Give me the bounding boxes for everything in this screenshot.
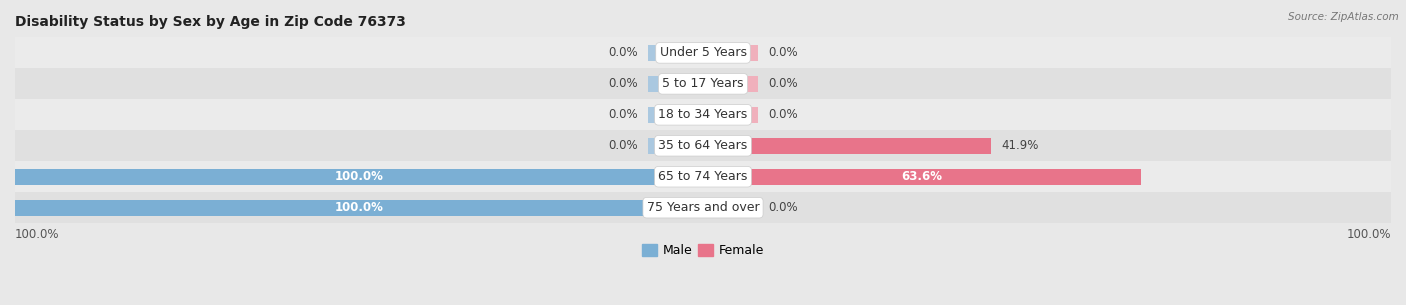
Text: 41.9%: 41.9% <box>1001 139 1039 152</box>
Bar <box>703 76 758 92</box>
Text: 0.0%: 0.0% <box>607 46 638 59</box>
Text: Source: ZipAtlas.com: Source: ZipAtlas.com <box>1288 12 1399 22</box>
Bar <box>15 192 1391 223</box>
Bar <box>15 161 1391 192</box>
Bar <box>15 99 1391 130</box>
Bar <box>648 45 703 61</box>
Bar <box>703 45 758 61</box>
Text: 18 to 34 Years: 18 to 34 Years <box>658 108 748 121</box>
Text: Disability Status by Sex by Age in Zip Code 76373: Disability Status by Sex by Age in Zip C… <box>15 15 406 29</box>
Bar <box>15 38 1391 68</box>
Bar <box>15 200 703 216</box>
Text: 0.0%: 0.0% <box>768 77 799 90</box>
Text: 0.0%: 0.0% <box>607 108 638 121</box>
Text: 65 to 74 Years: 65 to 74 Years <box>658 170 748 183</box>
Bar <box>703 169 1140 185</box>
Text: 0.0%: 0.0% <box>607 139 638 152</box>
Text: 75 Years and over: 75 Years and over <box>647 201 759 214</box>
Text: 5 to 17 Years: 5 to 17 Years <box>662 77 744 90</box>
Legend: Male, Female: Male, Female <box>637 239 769 262</box>
Bar <box>15 169 703 185</box>
Text: 0.0%: 0.0% <box>768 46 799 59</box>
Bar <box>703 138 758 154</box>
Bar <box>648 138 703 154</box>
Bar <box>703 107 758 123</box>
Text: 0.0%: 0.0% <box>768 201 799 214</box>
Text: Under 5 Years: Under 5 Years <box>659 46 747 59</box>
Bar <box>648 107 703 123</box>
Text: 63.6%: 63.6% <box>901 170 942 183</box>
Text: 0.0%: 0.0% <box>607 77 638 90</box>
Text: 35 to 64 Years: 35 to 64 Years <box>658 139 748 152</box>
Text: 100.0%: 100.0% <box>1347 228 1391 241</box>
Text: 100.0%: 100.0% <box>335 170 384 183</box>
Bar <box>15 130 1391 161</box>
Bar <box>648 169 703 185</box>
Bar <box>703 200 758 216</box>
Bar <box>703 169 758 185</box>
Text: 0.0%: 0.0% <box>768 108 799 121</box>
Text: 100.0%: 100.0% <box>15 228 59 241</box>
Bar <box>648 200 703 216</box>
Text: 100.0%: 100.0% <box>335 201 384 214</box>
Bar <box>15 68 1391 99</box>
Bar <box>703 138 991 154</box>
Bar <box>648 76 703 92</box>
